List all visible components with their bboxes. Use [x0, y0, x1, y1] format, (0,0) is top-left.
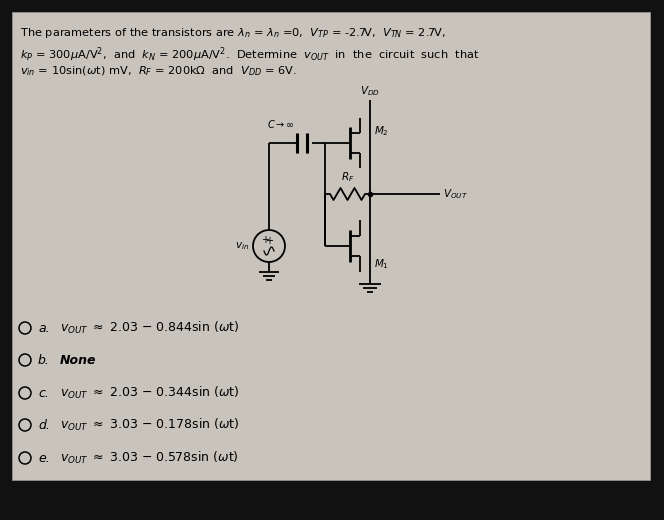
Text: $C\rightarrow\infty$: $C\rightarrow\infty$ [267, 118, 295, 130]
Text: $V_{OUT}$: $V_{OUT}$ [443, 187, 468, 201]
Text: $v_{in}$ = 10sin($\omega$t) mV,  $R_F$ = 200k$\Omega$  and  $V_{DD}$ = 6V.: $v_{in}$ = 10sin($\omega$t) mV, $R_F$ = … [20, 64, 297, 77]
Text: $M_1$: $M_1$ [374, 257, 389, 271]
Text: The parameters of the transistors are $\lambda_n$ = $\lambda_n$ =0,  $V_{TP}$ = : The parameters of the transistors are $\… [20, 26, 446, 40]
Text: +: + [261, 235, 269, 245]
Text: d.: d. [38, 419, 50, 432]
Text: $v_{OUT}$ $\approx$ 2.03 $-$ 0.844sin ($\omega$t): $v_{OUT}$ $\approx$ 2.03 $-$ 0.844sin ($… [60, 320, 239, 336]
Text: $R_F$: $R_F$ [341, 170, 354, 184]
Text: b.: b. [38, 354, 50, 367]
Text: +: + [265, 236, 273, 246]
Text: c.: c. [38, 386, 49, 399]
Text: $v_{OUT}$ $\approx$ 3.03 $-$ 0.178sin ($\omega$t): $v_{OUT}$ $\approx$ 3.03 $-$ 0.178sin ($… [60, 417, 240, 433]
Text: $v_{OUT}$ $\approx$ 3.03 $-$ 0.578sin ($\omega$t): $v_{OUT}$ $\approx$ 3.03 $-$ 0.578sin ($… [60, 450, 239, 466]
Text: $M_2$: $M_2$ [374, 124, 389, 138]
Text: $V_{DD}$: $V_{DD}$ [360, 84, 380, 98]
Text: $k_P$ = 300$\mu$A/V$^2$,  and  $k_N$ = 200$\mu$A/V$^2$.  Determine  $v_{OUT}$  i: $k_P$ = 300$\mu$A/V$^2$, and $k_N$ = 200… [20, 45, 479, 63]
FancyBboxPatch shape [12, 12, 650, 480]
Text: None: None [60, 354, 96, 367]
Text: $v_{in}$: $v_{in}$ [235, 240, 249, 252]
Text: $v_{OUT}$ $\approx$ 2.03 $-$ 0.344sin ($\omega$t): $v_{OUT}$ $\approx$ 2.03 $-$ 0.344sin ($… [60, 385, 240, 401]
Text: a.: a. [38, 321, 50, 334]
Text: e.: e. [38, 451, 50, 464]
